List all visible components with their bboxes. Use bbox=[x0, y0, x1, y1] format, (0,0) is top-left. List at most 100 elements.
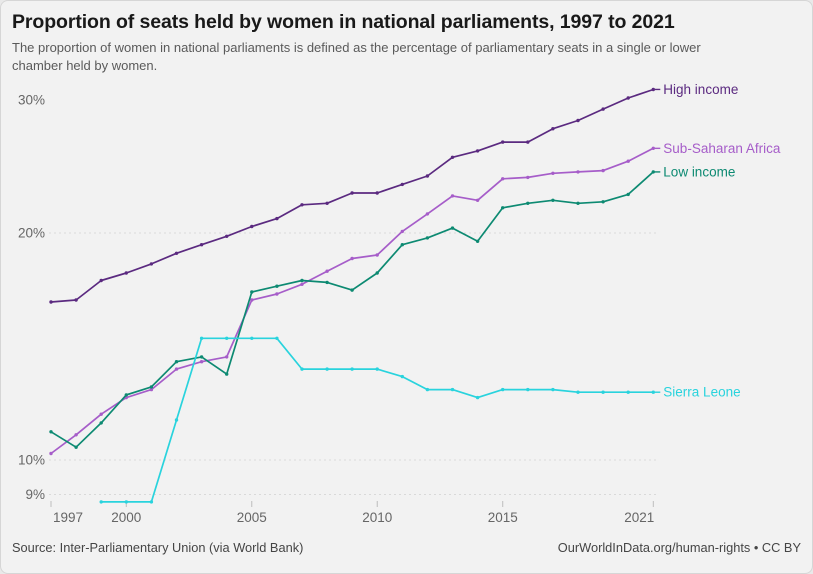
data-point bbox=[450, 226, 455, 230]
data-point bbox=[601, 168, 605, 173]
data-point bbox=[325, 201, 329, 205]
data-point bbox=[626, 96, 630, 100]
data-point bbox=[501, 387, 505, 392]
data-point bbox=[300, 282, 304, 286]
data-point bbox=[99, 278, 103, 283]
data-point bbox=[400, 374, 404, 379]
data-point bbox=[350, 191, 354, 195]
data-point bbox=[551, 387, 555, 392]
series-line-sierra-leone bbox=[100, 337, 655, 503]
data-point bbox=[551, 171, 555, 175]
data-point bbox=[425, 174, 430, 178]
series-low-income: Low income bbox=[49, 164, 735, 449]
data-point bbox=[325, 280, 329, 285]
data-point bbox=[551, 127, 555, 131]
data-point bbox=[74, 298, 78, 302]
attribution-link[interactable]: OurWorldInData.org/human-rights • CC BY bbox=[557, 540, 801, 555]
data-point bbox=[576, 390, 580, 394]
data-point bbox=[300, 367, 304, 371]
data-point bbox=[626, 390, 630, 394]
data-point bbox=[199, 336, 204, 340]
data-point bbox=[350, 256, 354, 261]
data-point bbox=[74, 445, 78, 449]
x-axis-labels: 1997 2000 2005 2010 2015 2021 bbox=[50, 501, 654, 525]
data-point bbox=[350, 367, 354, 371]
data-point bbox=[225, 336, 229, 340]
legend-label-sierra-leone[interactable]: Sierra Leone bbox=[663, 385, 740, 400]
data-point bbox=[250, 336, 254, 340]
legend-label-low-income[interactable]: Low income bbox=[663, 164, 735, 179]
data-point bbox=[275, 216, 279, 221]
data-point bbox=[74, 433, 78, 437]
legend-label-high-income[interactable]: High income bbox=[663, 82, 738, 97]
x-tick-label-2000: 2000 bbox=[111, 510, 141, 525]
data-point bbox=[400, 243, 404, 247]
data-point bbox=[149, 385, 154, 389]
data-point bbox=[501, 206, 505, 210]
data-point bbox=[425, 236, 430, 240]
data-point bbox=[325, 367, 329, 371]
data-point bbox=[174, 367, 179, 371]
data-point bbox=[250, 224, 254, 229]
data-point bbox=[149, 387, 154, 392]
data-point bbox=[375, 191, 379, 195]
data-point bbox=[250, 290, 254, 294]
data-point bbox=[225, 234, 229, 238]
data-point bbox=[501, 177, 505, 181]
data-point bbox=[526, 201, 530, 205]
data-point bbox=[551, 198, 555, 202]
data-point bbox=[651, 87, 655, 92]
data-point bbox=[124, 393, 128, 397]
data-point bbox=[526, 140, 530, 144]
data-point bbox=[400, 229, 404, 234]
data-point bbox=[450, 155, 455, 159]
data-point bbox=[149, 500, 154, 504]
series-line-high-income bbox=[50, 88, 655, 303]
y-axis-labels: 9% 10% 20% 30% bbox=[18, 93, 45, 502]
data-point bbox=[526, 387, 530, 392]
x-tick-label-2005: 2005 bbox=[237, 510, 267, 525]
data-point bbox=[375, 253, 379, 257]
data-point bbox=[49, 300, 53, 304]
y-tick-label-30: 30% bbox=[18, 93, 45, 108]
data-point bbox=[375, 367, 379, 371]
data-point bbox=[450, 194, 455, 198]
data-point bbox=[651, 390, 655, 394]
data-point bbox=[275, 336, 279, 340]
x-tick-label-2015: 2015 bbox=[488, 510, 518, 525]
data-point bbox=[300, 203, 304, 207]
data-point bbox=[49, 451, 53, 456]
series-line-low-income bbox=[50, 171, 655, 449]
data-point bbox=[475, 395, 480, 400]
data-point bbox=[199, 355, 204, 359]
y-tick-label-20: 20% bbox=[18, 225, 45, 240]
page-title: Proportion of seats held by women in nat… bbox=[12, 11, 675, 33]
data-point bbox=[99, 421, 103, 425]
data-point bbox=[174, 418, 179, 422]
data-point bbox=[576, 170, 580, 174]
legend-label-sub-saharan-africa[interactable]: Sub-Saharan Africa bbox=[663, 141, 781, 156]
data-point bbox=[601, 200, 605, 204]
gridlines bbox=[49, 232, 657, 496]
data-point bbox=[124, 271, 128, 275]
data-point bbox=[526, 175, 530, 180]
x-tick-label-1997: 1997 bbox=[53, 510, 83, 525]
data-point bbox=[651, 170, 655, 174]
data-point bbox=[425, 387, 430, 392]
series-sierra-leone: Sierra Leone bbox=[99, 336, 741, 504]
data-point bbox=[225, 372, 229, 376]
data-point bbox=[350, 288, 354, 292]
data-point bbox=[275, 292, 279, 296]
data-point bbox=[199, 243, 204, 247]
data-point bbox=[99, 500, 103, 504]
source-note: Source: Inter-Parliamentary Union (via W… bbox=[12, 540, 304, 555]
data-point bbox=[149, 262, 154, 266]
x-tick-label-2010: 2010 bbox=[362, 510, 392, 525]
data-point bbox=[626, 159, 630, 163]
data-point bbox=[601, 107, 605, 111]
data-point bbox=[576, 201, 580, 205]
data-point bbox=[626, 192, 630, 197]
data-point bbox=[325, 269, 329, 273]
